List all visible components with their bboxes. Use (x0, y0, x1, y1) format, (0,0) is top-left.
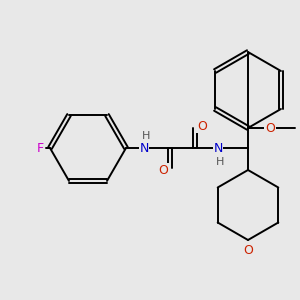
Text: O: O (197, 119, 207, 133)
Text: O: O (158, 164, 168, 176)
Text: N: N (139, 142, 149, 154)
Text: H: H (216, 157, 224, 167)
Text: O: O (243, 244, 253, 256)
Text: F: F (37, 142, 44, 154)
Text: O: O (265, 122, 275, 134)
Text: H: H (142, 131, 150, 141)
Text: N: N (213, 142, 223, 154)
